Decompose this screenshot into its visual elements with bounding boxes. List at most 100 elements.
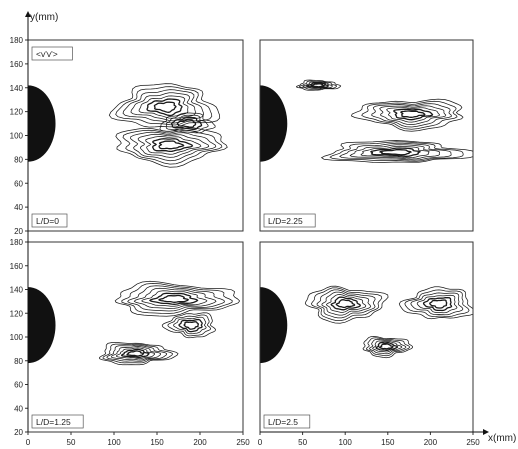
contour-line: [127, 285, 225, 312]
cylinder-shape: [260, 287, 288, 364]
y-axis-title: y(mm): [30, 12, 58, 23]
contour-line: [133, 287, 217, 309]
contour-line: [157, 294, 190, 303]
contour-line: [422, 296, 453, 312]
contour-line: [316, 289, 376, 319]
contour-line: [173, 316, 207, 335]
panel-plot-area: [28, 83, 228, 168]
panel-frame: [259, 241, 474, 433]
contour-line: [330, 296, 362, 311]
contour-line: [115, 347, 155, 360]
panel-label: L/D=0: [36, 216, 59, 226]
contour-line: [325, 294, 367, 313]
x-tick-label: 150: [150, 438, 164, 447]
cylinder-shape: [28, 85, 56, 162]
y-tick-label: 60: [14, 179, 23, 188]
x-tick-label: 250: [236, 438, 250, 447]
contour-line: [122, 89, 204, 124]
contour-line: [321, 291, 372, 316]
panel-plot-area: [260, 285, 473, 364]
contour-line: [404, 289, 470, 317]
panel-label-box: [263, 213, 316, 228]
y-tick-label: 20: [14, 428, 23, 437]
contour-line: [361, 100, 458, 130]
y-tick-label: 40: [14, 404, 23, 413]
contour-line: [400, 110, 426, 118]
y-tick-label: 80: [14, 357, 23, 366]
y-tick-label: 180: [10, 238, 24, 247]
contour-line: [304, 285, 389, 324]
contour-line: [371, 103, 452, 128]
x-tick-label: 0: [258, 438, 263, 447]
contour-line: [320, 140, 473, 163]
contour-line: [296, 79, 342, 91]
contour-line: [416, 294, 458, 314]
contour-line: [146, 98, 183, 117]
y-tick-label: 140: [10, 84, 24, 93]
contour-line: [108, 83, 221, 128]
y-tick-label: 160: [10, 60, 24, 69]
contour-line: [299, 80, 338, 90]
quantity-label: <v'v'>: [36, 49, 58, 59]
contour-line: [378, 343, 394, 350]
contour-line: [176, 119, 197, 128]
x-tick-label: 0: [26, 438, 31, 447]
contour-line: [141, 290, 208, 307]
contour-line: [429, 299, 448, 309]
contour-line: [102, 343, 173, 364]
contour-line: [126, 350, 145, 357]
contour-line: [310, 287, 383, 321]
x-tick-label: 50: [67, 438, 76, 447]
contour-line: [410, 292, 464, 316]
contour-line: [114, 280, 241, 317]
contour-line: [369, 147, 422, 157]
panel-4: 0 50 100 150 200 250 L/D=2.5: [258, 241, 480, 447]
panel-1: 20 40 60 80 100 120 140 160 180 L/D=0 <v'v'>: [10, 36, 244, 236]
contour-line: [178, 318, 203, 333]
contour-line: [349, 144, 441, 160]
panel-label: L/D=1.25: [36, 417, 71, 427]
y-tick-label: 60: [14, 381, 23, 390]
contour-line: [130, 92, 196, 122]
panel-2: L/D=2.25: [259, 39, 474, 232]
contour-line: [170, 116, 203, 130]
x-tick-label: 200: [193, 438, 207, 447]
contour-line: [165, 114, 209, 132]
contour-line: [183, 321, 199, 330]
cylinder-shape: [260, 85, 288, 162]
contour-line: [138, 95, 189, 119]
panel-label-box: [263, 414, 311, 429]
contour-line: [386, 107, 441, 123]
y-tick-label: 140: [10, 286, 24, 295]
contour-line: [350, 98, 464, 132]
contour-line: [335, 299, 356, 309]
contour-line: [115, 127, 228, 168]
contour-line: [110, 346, 161, 361]
contour-line: [310, 83, 325, 88]
contour-line: [167, 314, 212, 337]
contour-line: [106, 344, 168, 362]
contour-line: [130, 131, 217, 162]
contour-line: [115, 86, 213, 126]
contour-line: [392, 108, 434, 121]
y-tick-label: 160: [10, 262, 24, 271]
x-tick-label: 100: [107, 438, 121, 447]
contour-line: [360, 145, 430, 159]
contour-line: [398, 286, 473, 320]
contour-line: [339, 142, 452, 161]
x-tick-label: 250: [466, 438, 480, 447]
x-tick-label: 50: [298, 438, 307, 447]
contour-line: [369, 338, 407, 355]
contour-line: [329, 141, 464, 162]
contour-line: [366, 337, 410, 357]
y-tick-label: 120: [10, 108, 24, 117]
y-tick-label: 80: [14, 155, 23, 164]
x-tick-label: 200: [424, 438, 438, 447]
panel-label-box: [31, 414, 84, 429]
contour-line: [159, 112, 216, 134]
x-axis-title: x(mm): [488, 433, 516, 444]
panel-frame: [259, 39, 474, 232]
y-tick-label: 40: [14, 203, 23, 212]
contour-line: [161, 312, 216, 339]
